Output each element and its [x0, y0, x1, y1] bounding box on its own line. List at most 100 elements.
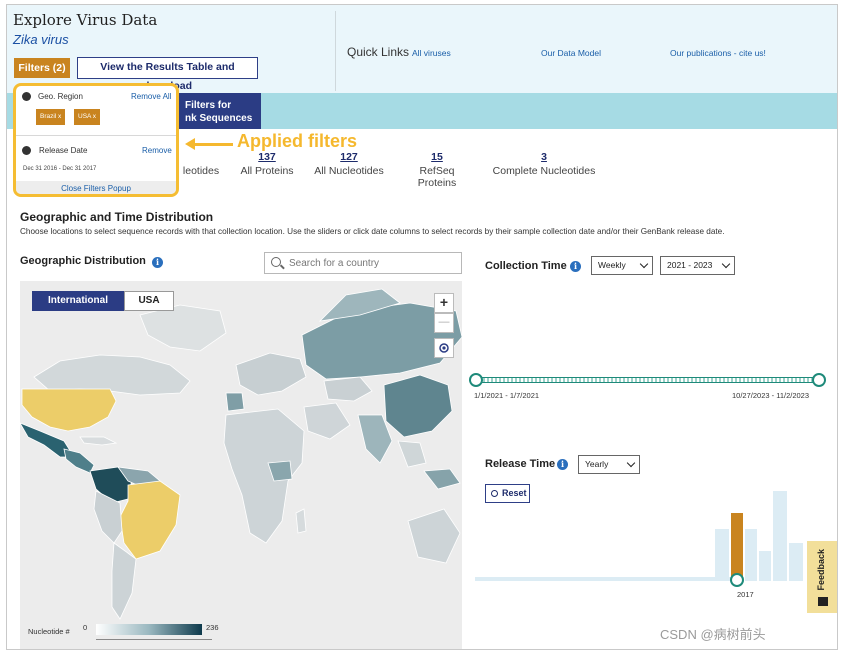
- tab-line-2: nk Sequences: [185, 113, 253, 124]
- collection-slider-track[interactable]: [475, 377, 819, 383]
- release-interval-select[interactable]: Yearly: [578, 455, 640, 474]
- count-value: 3: [541, 151, 547, 163]
- quick-link-publications[interactable]: Our publications - cite us!: [670, 48, 766, 58]
- quick-link-all-viruses[interactable]: All viruses: [412, 48, 451, 58]
- region-europe: [235, 352, 307, 396]
- results-table-button[interactable]: View the Results Table and download: [77, 57, 258, 92]
- globe-icon: [22, 92, 31, 101]
- info-icon[interactable]: i: [570, 261, 581, 272]
- filters-popup: Geo. Region Remove All Brazil x USA x Re…: [13, 83, 179, 197]
- geo-region-filter: Geo. Region Remove All Brazil x USA x: [16, 86, 176, 136]
- release-year-label: 2017: [737, 590, 754, 599]
- country-search[interactable]: [264, 252, 462, 274]
- histogram-bar: [715, 529, 729, 581]
- watermark: CSDN @病树前头: [660, 627, 766, 642]
- distribution-title: Geographic and Time Distribution: [20, 210, 214, 224]
- remove-all-link[interactable]: Remove All: [131, 92, 172, 101]
- world-map[interactable]: International USA + — Nucleotide # 0 236: [20, 281, 462, 649]
- world-map-graphic: [20, 281, 462, 649]
- collection-interval-value: Weekly: [598, 260, 626, 270]
- count-value: 127: [340, 151, 358, 163]
- app-frame: Explore Virus Data Zika virus Filters (2…: [6, 4, 838, 650]
- histogram-bar: [789, 543, 803, 581]
- quick-link-data-model[interactable]: Our Data Model: [541, 48, 601, 58]
- region-iberia: [225, 392, 245, 412]
- feedback-icon: [818, 597, 828, 606]
- collection-interval-select[interactable]: Weekly: [591, 256, 653, 275]
- region-madagascar: [295, 508, 307, 534]
- collection-slider-start-handle[interactable]: [469, 373, 483, 387]
- geographic-distribution-title: Geographic Distribution: [20, 255, 146, 267]
- collection-range-select[interactable]: 2021 - 2023: [660, 256, 735, 275]
- histogram-bar: [773, 491, 787, 581]
- count-all-nucleotides[interactable]: 127 All Nucleotides: [307, 151, 391, 177]
- chip-brazil[interactable]: Brazil x: [36, 109, 66, 125]
- page-title: Explore Virus Data: [13, 11, 158, 29]
- release-histogram[interactable]: [475, 483, 807, 593]
- collection-slider-end-handle[interactable]: [812, 373, 826, 387]
- count-value: 15: [431, 151, 443, 163]
- annotation-arrow-head: [185, 138, 195, 150]
- zoom-in-button[interactable]: +: [434, 293, 454, 313]
- filters-button[interactable]: Filters (2): [14, 58, 70, 78]
- info-icon[interactable]: i: [557, 459, 568, 470]
- virus-name: Zika virus: [13, 32, 69, 47]
- count-nucleotides-partial[interactable]: leotides: [177, 151, 225, 177]
- applied-filters-annotation: Applied filters: [237, 131, 358, 151]
- count-label: All Proteins: [240, 165, 294, 177]
- release-interval-value: Yearly: [585, 459, 609, 469]
- clock-icon: [22, 146, 31, 155]
- toggle-usa[interactable]: USA: [124, 291, 174, 311]
- legend-min: 0: [83, 623, 88, 632]
- chevron-down-icon: [721, 259, 731, 269]
- country-search-input[interactable]: [289, 256, 457, 270]
- legend-arrow: [96, 639, 212, 640]
- recenter-button[interactable]: [434, 338, 454, 358]
- collection-end-label: 10/27/2023 - 11/2/2023: [732, 391, 810, 400]
- legend-gradient: [96, 624, 202, 635]
- info-icon[interactable]: i: [152, 257, 163, 268]
- reset-button[interactable]: Reset: [485, 484, 530, 503]
- count-label: All Nucleotides: [314, 165, 384, 177]
- region-argentina: [111, 542, 137, 620]
- quick-links-title: Quick Links: [347, 45, 410, 59]
- histogram-bar: [759, 551, 771, 581]
- region-china: [383, 374, 453, 438]
- region-usa: [21, 388, 117, 432]
- chevron-down-icon: [626, 458, 636, 468]
- tab-line-1: Filters for: [185, 100, 232, 111]
- toggle-international[interactable]: International: [32, 291, 124, 311]
- crosshair-icon: [439, 343, 449, 353]
- release-time-title: Release Time: [485, 458, 556, 470]
- region-caribbean: [79, 436, 118, 446]
- search-icon: [271, 257, 281, 267]
- distribution-description: Choose locations to select sequence reco…: [20, 227, 725, 236]
- histogram-baseline: [475, 577, 737, 581]
- release-date-label: Release Date: [39, 146, 88, 155]
- region-india: [357, 414, 393, 464]
- release-date-range: Dec 31 2016 - Dec 31 2017: [23, 166, 97, 172]
- count-refseq-proteins[interactable]: 15 RefSeq Proteins: [399, 151, 475, 189]
- feedback-label: Feedback: [816, 549, 826, 591]
- zoom-out-button[interactable]: —: [434, 313, 454, 333]
- count-label: leotides: [182, 165, 220, 177]
- count-all-proteins[interactable]: 137 All Proteins: [235, 151, 299, 177]
- histogram-bar-selected: [731, 513, 743, 581]
- region-central-asia: [323, 376, 373, 402]
- region-africa: [223, 408, 305, 544]
- histogram-bar: [745, 529, 757, 581]
- chip-usa[interactable]: USA x: [74, 109, 101, 125]
- region-east-africa: [267, 460, 293, 482]
- count-complete-nucleotides[interactable]: 3 Complete Nucleotides: [491, 151, 597, 177]
- legend-max: 236: [206, 623, 219, 632]
- feedback-tab[interactable]: Feedback: [807, 541, 837, 613]
- region-australia: [407, 508, 461, 564]
- geo-region-label: Geo. Region: [38, 92, 83, 101]
- region-greenland: [139, 304, 227, 352]
- remove-release-link[interactable]: Remove: [142, 146, 172, 155]
- release-slider-handle[interactable]: [730, 573, 744, 587]
- filters-genbank-tab[interactable]: Filters for nk Sequences: [173, 93, 261, 129]
- close-filters-popup[interactable]: Close Filters Popup: [16, 181, 176, 194]
- region-indonesia: [423, 468, 461, 490]
- page-header: Explore Virus Data Zika virus Filters (2…: [7, 5, 837, 93]
